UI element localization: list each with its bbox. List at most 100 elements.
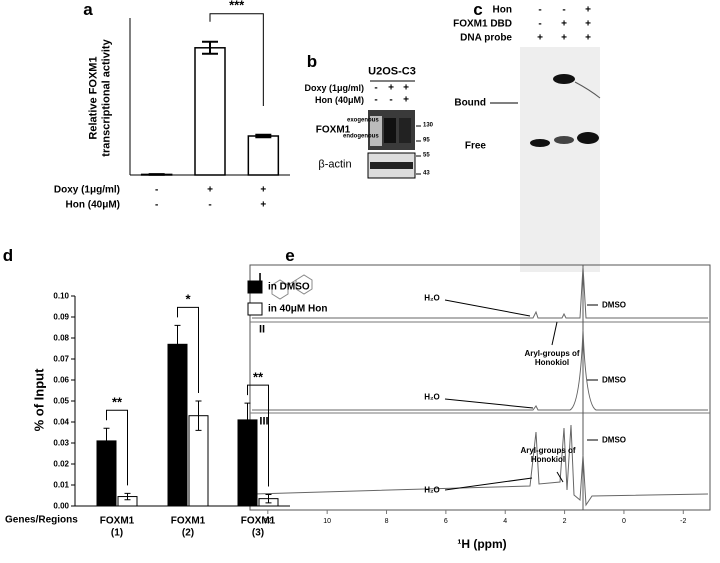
treatment-mark: -	[538, 18, 542, 30]
significance-label: ***	[229, 0, 245, 13]
gel-smear	[574, 81, 601, 99]
treatment-mark: +	[388, 82, 394, 94]
treatment-mark: +	[207, 184, 213, 196]
gel-band	[577, 132, 599, 144]
spectrum	[251, 424, 709, 507]
treatment-label: Hon (40μM)	[65, 199, 120, 211]
y-tick-label: 0.08	[53, 333, 69, 343]
gel-band	[554, 136, 574, 144]
treatment-label: Hon	[492, 4, 512, 16]
treatment-mark: -	[538, 4, 542, 16]
annotation: DMSO	[602, 375, 626, 385]
loading-label: β-actin	[318, 158, 352, 171]
blot-sublabel: exogenous	[347, 117, 379, 124]
panel-letter: a	[83, 0, 93, 20]
band-label: Free	[464, 140, 486, 152]
error-bar	[148, 173, 165, 176]
bar	[247, 135, 280, 176]
y-axis-label: % of Input	[31, 368, 47, 432]
treatment-label: FOXM1 DBD	[453, 18, 512, 30]
y-tick-label: 0.09	[53, 312, 69, 322]
trace-label: I	[258, 271, 262, 284]
blot-sublabel: endogenous	[343, 133, 379, 140]
treatment-mark: +	[537, 32, 543, 44]
x-tick-label: 10	[323, 517, 332, 525]
y-tick-label: 0.03	[53, 438, 69, 448]
error-bar	[103, 427, 110, 454]
treatment-label: Doxy (1μg/ml)	[304, 82, 364, 93]
nmr-frame	[249, 264, 711, 511]
legend-label: in DMSO	[268, 281, 310, 293]
significance-bracket	[177, 306, 199, 393]
significance-label: *	[185, 291, 191, 307]
treatment-mark: +	[561, 32, 567, 44]
y-tick-label: 0.05	[53, 396, 69, 406]
treatment-label: Hon (40μM)	[314, 94, 364, 105]
bar	[167, 343, 188, 507]
y-tick-label: 0.02	[53, 459, 69, 469]
error-bar	[174, 324, 181, 364]
trace-label: II	[258, 323, 266, 336]
significance-label: **	[111, 394, 123, 410]
x-axis-label: Genes/Regions	[5, 514, 78, 526]
significance-bracket	[106, 409, 128, 486]
treatment-mark: +	[585, 4, 591, 16]
annotation: DMSO	[602, 300, 626, 310]
protein-label: FOXM1	[315, 124, 351, 136]
x-tick-label: 8	[384, 517, 389, 525]
x-axis-label: ¹H (ppm)	[457, 537, 507, 552]
treatment-mark: +	[585, 32, 591, 44]
arrows	[444, 299, 598, 491]
blot-band	[399, 118, 411, 143]
treatment-mark: +	[561, 18, 567, 30]
error-bar	[195, 400, 202, 431]
spectrum	[252, 266, 708, 319]
treatment-mark: +	[260, 199, 267, 211]
x-tick-label: 2	[562, 517, 567, 525]
gel	[520, 47, 600, 272]
x-tick-label: -2	[680, 517, 687, 525]
treatment-mark: -	[374, 94, 378, 106]
x-tick-label: FOXM1 (1)	[99, 515, 135, 539]
marker-label: 43	[423, 170, 430, 177]
cell-line: U2OS-C3	[368, 65, 416, 78]
error-bar	[255, 133, 272, 139]
panel-letter: c	[473, 0, 483, 20]
error-bar	[244, 402, 251, 438]
y-tick-label: 0.00	[53, 501, 69, 511]
band-label: Bound	[454, 97, 486, 109]
gel-band	[530, 139, 550, 147]
treatment-mark: -	[374, 82, 378, 94]
significance-bracket	[209, 13, 264, 106]
legend-label: in 40μM Hon	[268, 303, 328, 315]
error-bar	[202, 40, 218, 55]
error-bar	[265, 493, 272, 504]
annotation: H₂O	[424, 485, 440, 495]
x-tick-label: FOXM1 (3)	[240, 515, 276, 539]
x-tick-label: 6	[443, 517, 448, 525]
spectrum	[252, 329, 708, 411]
treatment-mark: -	[562, 4, 566, 16]
trace-label: III	[259, 415, 269, 428]
significance-label: **	[252, 369, 264, 385]
marker-label: 130	[423, 122, 434, 129]
annotation: Aryl-groups of Honokiol	[524, 348, 580, 367]
treatment-mark: +	[585, 18, 591, 30]
panel-letter: d	[2, 246, 14, 266]
x-tick-label: 4	[503, 517, 508, 525]
blot-band	[384, 118, 396, 143]
blot-lane	[370, 116, 382, 146]
annotation: Aryl-groups of Honokiol	[520, 445, 576, 464]
legend-swatch	[247, 280, 263, 294]
treatment-mark: -	[154, 199, 159, 211]
treatment-mark: +	[403, 82, 409, 94]
x-tick-label: FOXM1 (2)	[170, 515, 206, 539]
treatment-label: Doxy (1μg/ml)	[53, 184, 120, 196]
y-axis-label: Relative FOXM1 transcriptional activity	[87, 39, 112, 157]
annotation: H₂O	[424, 293, 440, 303]
y-tick-label: 0.01	[53, 480, 69, 490]
y-tick-label: 0.10	[53, 291, 69, 301]
treatment-label: DNA probe	[460, 32, 512, 44]
annotation: H₂O	[424, 392, 440, 402]
